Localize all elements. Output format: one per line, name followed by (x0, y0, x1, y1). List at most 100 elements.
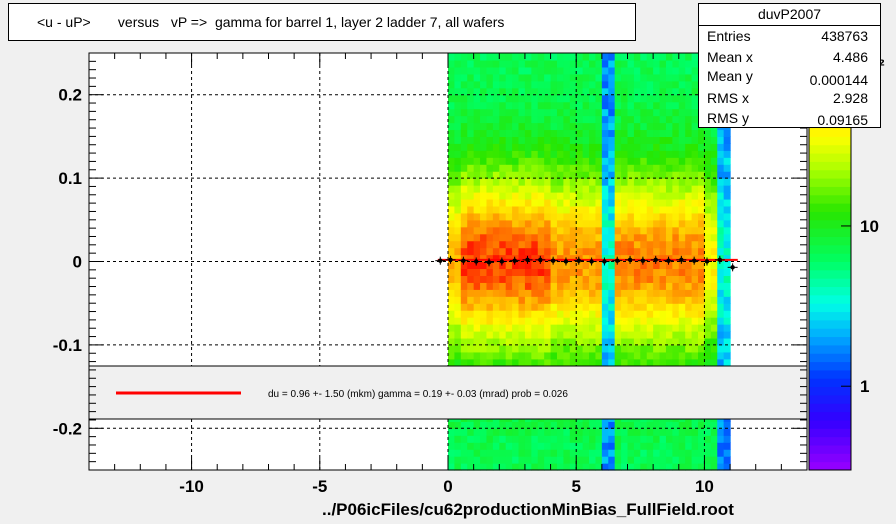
color-scale-bin (809, 236, 851, 246)
heatmap-bin (499, 115, 507, 124)
heatmap-bin (505, 331, 513, 339)
heatmap-bin (659, 143, 667, 151)
heatmap-bin (448, 87, 456, 96)
heatmap-bin (454, 331, 462, 339)
heatmap-bin (653, 226, 661, 235)
heatmap-bin (531, 456, 539, 464)
heatmap-bin (685, 143, 693, 151)
heatmap-bin (512, 233, 520, 242)
heatmap-bin (576, 66, 584, 75)
heatmap-bin (563, 331, 571, 339)
heatmap-bin (518, 428, 526, 436)
heatmap-bin (544, 310, 552, 318)
heatmap-bin (665, 289, 673, 297)
heatmap-bin (531, 463, 539, 471)
heatmap-bin (627, 192, 635, 200)
heatmap-bin (685, 150, 693, 158)
heatmap-bin (608, 351, 616, 360)
heatmap-bin (524, 331, 532, 339)
heatmap-bin (672, 275, 680, 283)
heatmap-bin (665, 136, 673, 144)
heatmap-bin (569, 185, 577, 193)
heatmap-bin (614, 254, 622, 263)
heatmap-bin (448, 358, 456, 367)
heatmap-bin (448, 157, 456, 165)
heatmap-bin (640, 351, 648, 360)
heatmap-bin (550, 66, 558, 75)
heatmap-bin (614, 317, 622, 325)
heatmap-bin (685, 240, 693, 249)
heatmap-bin (653, 358, 661, 367)
heatmap-bin (512, 310, 520, 318)
heatmap-bin (678, 358, 686, 367)
heatmap-bin (467, 428, 475, 436)
heatmap-bin (480, 324, 488, 332)
heatmap-bin (512, 171, 520, 179)
heatmap-bin (486, 226, 494, 235)
heatmap-bin (544, 143, 552, 151)
heatmap-bin (505, 185, 513, 193)
heatmap-bin (480, 205, 488, 214)
heatmap-bin (685, 317, 693, 325)
heatmap-bin (480, 164, 488, 172)
heatmap-bin (524, 143, 532, 151)
profile-point (666, 258, 671, 263)
heatmap-bin (480, 435, 488, 443)
heatmap-bin (448, 344, 456, 353)
heatmap-bin (665, 53, 673, 61)
heatmap-bin (499, 344, 507, 353)
heatmap-bin (608, 192, 616, 200)
heatmap-bin (627, 226, 635, 235)
heatmap-bin (704, 254, 712, 263)
heatmap-bin (698, 254, 706, 263)
heatmap-bin (531, 80, 539, 89)
heatmap-bin (665, 351, 673, 360)
heatmap-bin (659, 358, 667, 367)
heatmap-bin (601, 80, 609, 89)
heatmap-bin (659, 192, 667, 200)
heatmap-bin (685, 108, 693, 117)
heatmap-bin (524, 261, 532, 270)
heatmap-bin (473, 178, 481, 186)
heatmap-bin (563, 435, 571, 443)
heatmap-bin (486, 150, 494, 158)
heatmap-bin (589, 171, 597, 179)
heatmap-bin (563, 108, 571, 117)
heatmap-bin (556, 198, 564, 207)
heatmap-bin (659, 296, 667, 304)
heatmap-bin (576, 247, 584, 256)
heatmap-bin (608, 205, 616, 214)
heatmap-bin (486, 122, 494, 131)
heatmap-bin (492, 296, 500, 304)
heatmap-bin (524, 449, 532, 457)
heatmap-bin (448, 442, 456, 450)
heatmap-bin (505, 233, 513, 242)
heatmap-bin (698, 178, 706, 186)
heatmap-bin (492, 219, 500, 228)
heatmap-bin (717, 344, 725, 353)
heatmap-bin (505, 198, 513, 207)
heatmap-bin (723, 233, 731, 242)
heatmap-bin (448, 337, 456, 346)
heatmap-bin (665, 331, 673, 339)
heatmap-bin (627, 198, 635, 207)
heatmap-bin (601, 157, 609, 165)
heatmap-bin (499, 157, 507, 165)
heatmap-bin (480, 53, 488, 61)
heatmap-bin (473, 303, 481, 311)
heatmap-bin (685, 192, 693, 200)
heatmap-bin (704, 212, 712, 221)
heatmap-bin (685, 59, 693, 68)
heatmap-bin (486, 143, 494, 151)
heatmap-bin (621, 310, 629, 318)
heatmap-bin (550, 198, 558, 207)
heatmap-bin (627, 233, 635, 242)
heatmap-bin (480, 317, 488, 325)
heatmap-bin (627, 421, 635, 429)
heatmap-bin (576, 358, 584, 367)
heatmap-bin (569, 282, 577, 290)
heatmap-bin (678, 101, 686, 110)
heatmap-bin (633, 226, 641, 235)
heatmap-bin (627, 164, 635, 172)
heatmap-bin (621, 337, 629, 346)
